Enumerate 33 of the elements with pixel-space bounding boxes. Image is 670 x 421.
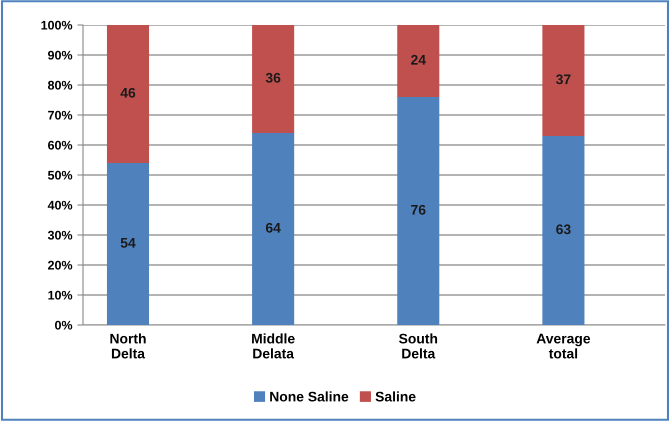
- y-tick-label: 90%: [48, 50, 72, 60]
- bar: [106, 163, 150, 325]
- bar: [397, 25, 440, 97]
- data-label: 63: [556, 224, 571, 234]
- y-tick-label: 40%: [48, 200, 72, 210]
- y-tick-label: 50%: [48, 170, 72, 180]
- x-tick-label: Average total: [536, 334, 590, 358]
- bar: [542, 136, 584, 325]
- data-label: 24: [411, 54, 426, 65]
- y-tick-label: 30%: [48, 230, 72, 240]
- y-tick-label: 0%: [55, 320, 72, 330]
- x-tick-label: North Delta: [110, 333, 146, 358]
- x-tick-label: South Delta: [398, 333, 438, 358]
- y-tick-label: 20%: [48, 260, 72, 270]
- bar: [542, 25, 584, 136]
- y-tick-label: 70%: [48, 110, 72, 120]
- y-tick-label: 10%: [48, 290, 72, 300]
- data-label: 76: [411, 204, 426, 215]
- bar: [252, 25, 294, 133]
- y-tick-label: 60%: [48, 140, 72, 150]
- bar: [252, 133, 294, 325]
- data-label: 54: [120, 238, 136, 248]
- legend-label: None Saline: [270, 391, 348, 402]
- legend-label: Saline: [376, 391, 416, 402]
- y-tick-label: 80%: [48, 80, 72, 90]
- y-tick-label: 100%: [41, 20, 72, 30]
- bar: [106, 25, 150, 163]
- x-tick-label: Middle Delata: [252, 333, 295, 358]
- data-label: 46: [120, 88, 136, 98]
- bar: [397, 97, 440, 325]
- data-label: 37: [556, 74, 571, 84]
- data-label: 64: [266, 222, 281, 233]
- data-label: 36: [266, 72, 280, 83]
